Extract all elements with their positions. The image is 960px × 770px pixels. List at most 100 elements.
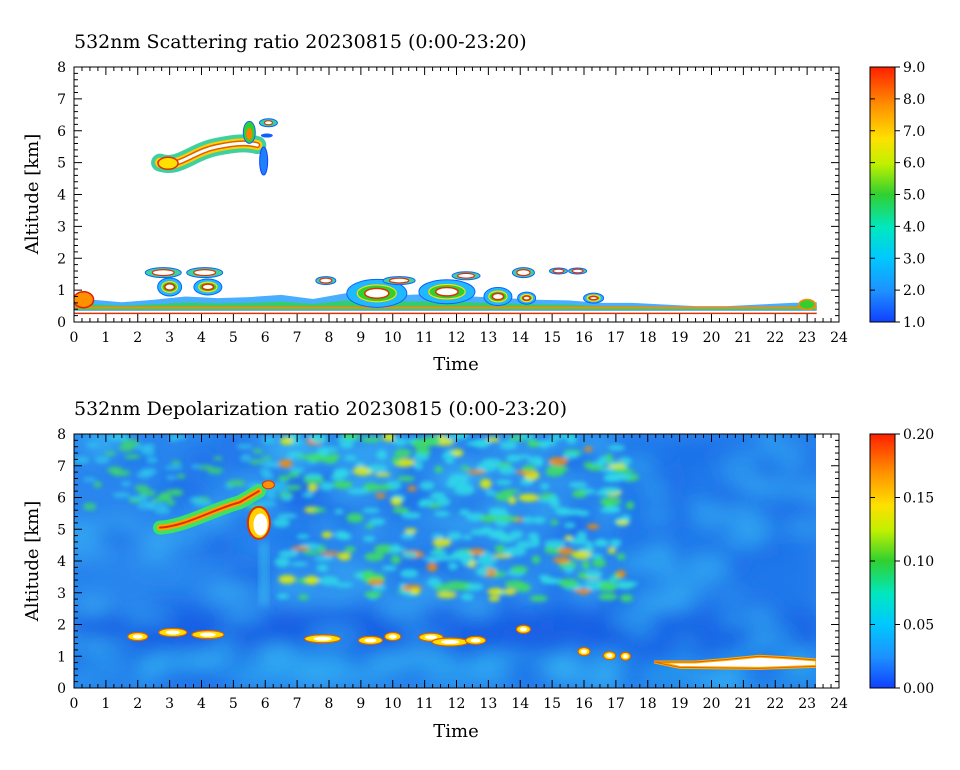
depol-spot — [361, 570, 376, 580]
depol-spot — [341, 434, 361, 440]
depol-spot — [318, 575, 340, 586]
depol-spot-left — [94, 456, 110, 464]
depol-spot — [552, 467, 570, 472]
depol-spot-left — [213, 456, 223, 461]
depol-spot — [310, 507, 327, 513]
depol-spot-left — [189, 496, 204, 504]
depol-spot — [290, 467, 305, 473]
colorbar-tick-label: 9.0 — [903, 60, 925, 76]
x-tick-label: 8 — [325, 696, 334, 712]
x-tick-label: 8 — [325, 330, 334, 346]
depol-spot — [586, 523, 600, 530]
depol-spot — [419, 498, 435, 506]
depol-speckle — [211, 635, 238, 652]
depol-speckle — [648, 541, 673, 564]
depol-spot — [296, 534, 310, 539]
x-tick-label: 12 — [448, 330, 466, 346]
depol-spot — [374, 484, 393, 491]
depol-spot — [382, 434, 396, 442]
depol-spot — [510, 565, 528, 573]
depol-speckle — [783, 517, 816, 535]
cloud-contour — [246, 127, 253, 140]
depol-speckle — [721, 530, 769, 547]
depol-spot — [555, 509, 575, 516]
scattering-ratio-field — [74, 118, 817, 315]
depol-spot — [522, 464, 536, 472]
depol-speckle — [718, 611, 745, 628]
x-tick-label: 13 — [479, 330, 497, 346]
depol-spot — [449, 473, 470, 484]
depol-spot — [495, 544, 505, 553]
depol-speckle — [718, 630, 747, 644]
depol-spot-left — [176, 473, 186, 479]
colorbar-tick-label: 0.15 — [903, 491, 934, 507]
depol-speckle — [76, 595, 111, 618]
depol-spot — [302, 492, 314, 498]
x-tick-label: 12 — [448, 696, 466, 712]
depol-spot — [462, 534, 472, 540]
depol-spot-left — [124, 454, 141, 460]
cloud-contour — [74, 290, 95, 309]
depol-spot — [505, 546, 526, 557]
depol-spot — [429, 550, 448, 556]
depol-spot — [434, 465, 443, 473]
depol-spot — [488, 595, 501, 602]
y-tick-label: 1 — [57, 283, 66, 299]
depol-spot — [460, 592, 474, 601]
depol-spot — [367, 578, 385, 586]
depol-spot-left — [164, 465, 184, 470]
depol-spot — [355, 461, 365, 467]
depol-spot — [317, 447, 339, 453]
x-tick-label: 7 — [293, 330, 302, 346]
depol-spot — [304, 473, 323, 479]
depol-spot — [413, 461, 424, 471]
x-tick-label: 16 — [575, 330, 593, 346]
depol-spot — [337, 552, 352, 561]
chart-2-colorbar-ticks: 0.00 0.05 0.10 0.15 0.20 — [870, 427, 934, 697]
y-tick-label: 5 — [57, 156, 66, 172]
y-tick-label: 2 — [57, 251, 66, 267]
depol-spot — [503, 588, 517, 595]
depol-spot — [531, 516, 546, 524]
cloud-contour — [457, 272, 476, 279]
depol-spot — [572, 489, 588, 498]
low-cloud-depol-core — [199, 632, 216, 637]
depol-spot — [480, 526, 494, 534]
x-tick-label: 10 — [384, 696, 402, 712]
depol-speckle — [84, 547, 112, 558]
depol-spot-left — [156, 502, 167, 509]
cloud-contour — [260, 133, 273, 138]
depol-spot-left — [154, 506, 171, 515]
x-tick-label: 4 — [197, 696, 206, 712]
depol-spot — [333, 469, 347, 477]
chart-2-ylabel: Altitude [km] — [22, 501, 43, 623]
x-tick-label: 14 — [511, 330, 529, 346]
depol-spot — [277, 475, 291, 482]
depol-spot — [344, 455, 357, 461]
depol-spot — [360, 436, 382, 443]
depol-speckle — [753, 592, 779, 615]
cloud-contour — [364, 287, 390, 299]
depol-spot — [432, 538, 452, 547]
cloud-contour — [259, 146, 269, 176]
colorbar-tick-label: 2.0 — [903, 283, 925, 299]
depol-spot — [369, 518, 386, 526]
depol-speckle — [457, 597, 497, 619]
y-tick-label: 0 — [57, 315, 66, 331]
cloud-contour — [571, 268, 584, 274]
cloud-contour — [319, 277, 333, 284]
depol-speckle — [619, 555, 650, 573]
depol-spot — [479, 478, 492, 489]
y-tick-label: 5 — [57, 522, 66, 538]
depol-speckle — [798, 487, 816, 501]
low-cloud-depol-core — [165, 630, 180, 635]
depol-spot — [396, 475, 415, 482]
depol-speckle — [134, 564, 178, 575]
depol-spot — [331, 480, 353, 489]
x-tick-label: 24 — [830, 330, 848, 346]
colorbar-tick-label: 0.10 — [903, 554, 934, 570]
depol-spot — [389, 548, 401, 554]
depol-spot — [298, 594, 309, 600]
x-tick-label: 15 — [543, 330, 561, 346]
x-tick-label: 20 — [703, 330, 721, 346]
